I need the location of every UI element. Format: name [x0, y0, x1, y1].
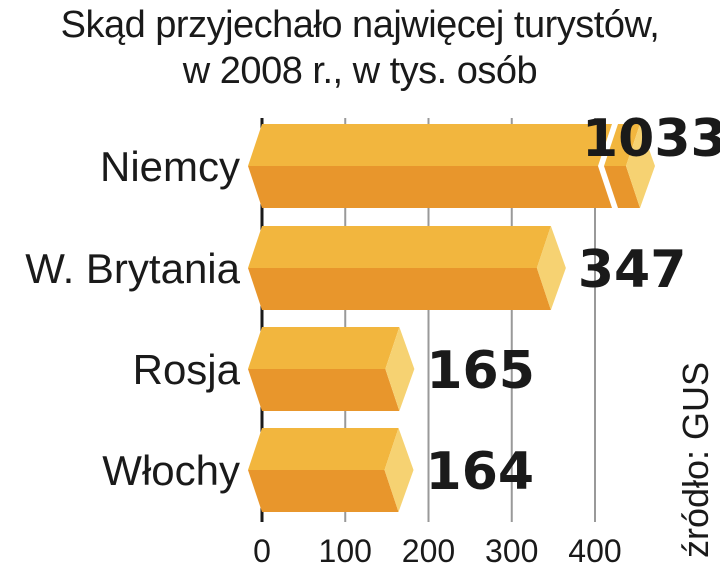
bar-3 [248, 327, 415, 411]
bar-end-cap [385, 327, 415, 411]
bar-1 [248, 124, 655, 208]
bar-4 [248, 428, 414, 512]
value-label-4: 164 [426, 442, 535, 502]
tick-label-100: 100 [319, 533, 372, 567]
bar-bottom-face [248, 470, 399, 512]
bar-2 [248, 226, 566, 310]
category-label-1: Niemcy [100, 143, 240, 190]
source-note: źródło: GUS [675, 362, 716, 558]
value-labels: 1033 347 165 164 [426, 109, 720, 502]
category-label-2: W. Brytania [25, 245, 240, 292]
tick-label-400: 400 [568, 533, 621, 567]
category-labels: Niemcy W. Brytania Rosja Włochy [25, 143, 240, 494]
category-label-4: Włochy [102, 447, 240, 494]
value-label-1: 1033 [582, 109, 720, 169]
tick-label-0: 0 [253, 533, 271, 567]
bar-bottom-face [248, 268, 551, 310]
value-label-2: 347 [578, 240, 687, 300]
chart-title: Skąd przyjechało najwięcej turystów, w 2… [0, 2, 720, 94]
bar-top-face [248, 327, 400, 369]
x-axis-ticks: 0 100 200 300 400 [253, 533, 622, 567]
value-label-3: 165 [426, 341, 535, 401]
tick-label-300: 300 [485, 533, 538, 567]
bars [248, 124, 655, 512]
bar-end-cap [384, 428, 414, 512]
bar-bottom-face [248, 369, 400, 411]
bar-top-face [248, 428, 399, 470]
tick-label-200: 200 [402, 533, 455, 567]
bar-top-face [248, 124, 640, 166]
category-label-3: Rosja [133, 346, 241, 393]
bar-end-cap [536, 226, 566, 310]
bar-end-cap [626, 124, 655, 208]
chart-title-line-2: w 2008 r., w tys. osób [182, 50, 538, 92]
bar-top-face [248, 226, 551, 268]
chart-title-line-1: Skąd przyjechało najwięcej turystów, [60, 4, 660, 46]
bar-bottom-face [248, 166, 640, 208]
axis-break-mark [598, 124, 618, 208]
